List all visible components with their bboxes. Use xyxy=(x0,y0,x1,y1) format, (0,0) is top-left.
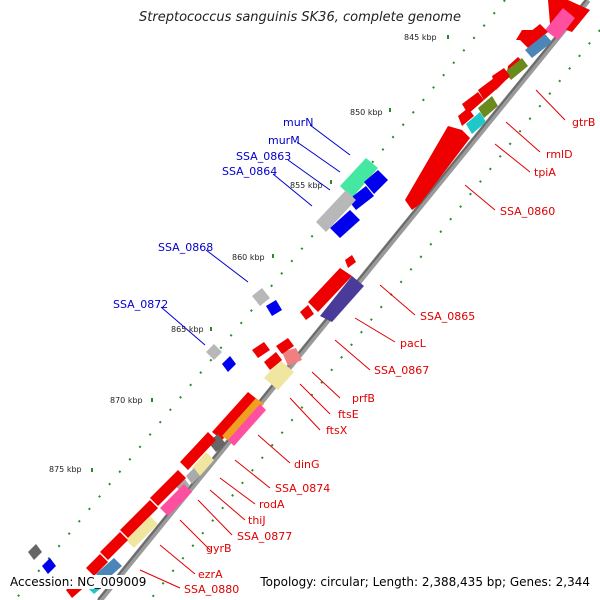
forward-label-leaders xyxy=(139,89,566,589)
gene-SSA_0860[interactable] xyxy=(405,126,470,210)
gene-forward[interactable] xyxy=(86,554,108,576)
forward-gene-labels: gtrB rmlD tpiA SSA_0860 SSA_0865 pacL SS… xyxy=(184,116,595,596)
gene-label-dinG[interactable]: dinG xyxy=(294,458,320,471)
gene-forward[interactable] xyxy=(264,352,282,370)
gene-label-rmlD[interactable]: rmlD xyxy=(546,148,573,161)
gene-orange[interactable] xyxy=(222,398,264,442)
kbp-tick-855: 855 kbp xyxy=(290,181,323,190)
gene-label-murN[interactable]: murN xyxy=(283,116,313,129)
gene-thiJ[interactable] xyxy=(186,468,200,484)
gene-reverse[interactable] xyxy=(222,356,236,372)
kbp-tick-845: 845 kbp xyxy=(404,33,437,42)
accession-text: Accession: NC_009009 xyxy=(8,575,149,589)
gene-label-ftsE[interactable]: ftsE xyxy=(338,408,359,421)
gene-label-SSA_0872[interactable]: SSA_0872 xyxy=(113,298,168,311)
gene-label-SSA_0865[interactable]: SSA_0865 xyxy=(420,310,475,323)
gene-ftsE[interactable] xyxy=(264,360,294,390)
gene-forward[interactable] xyxy=(252,342,270,358)
gene-label-murM[interactable]: murM xyxy=(268,134,300,147)
gene-label-SSA_0863[interactable]: SSA_0863 xyxy=(236,150,291,163)
gene-forward[interactable] xyxy=(300,305,314,320)
kbp-tick-875: 875 kbp xyxy=(49,465,82,474)
gene-cyan[interactable] xyxy=(466,112,486,134)
map-title: Streptococcus sanguinis SK36, complete g… xyxy=(139,10,461,25)
gene-olive[interactable] xyxy=(478,96,498,118)
gene-forward[interactable] xyxy=(478,78,500,100)
gene-label-ezrA[interactable]: ezrA xyxy=(198,568,223,581)
gene-tpiA-green[interactable] xyxy=(505,58,528,80)
gene-SSA_0863[interactable] xyxy=(316,190,356,232)
gene-label-gtrB[interactable]: gtrB xyxy=(572,116,595,129)
gene-murN[interactable] xyxy=(340,158,378,198)
gene-reverse[interactable] xyxy=(42,558,56,574)
gene-forward[interactable] xyxy=(180,432,216,470)
gene-label-ftsX[interactable]: ftsX xyxy=(326,424,348,437)
gene-label-rodA[interactable]: rodA xyxy=(259,498,285,511)
gene-rodA[interactable] xyxy=(192,452,214,476)
forward-strand-genes xyxy=(66,0,590,598)
gene-forward[interactable] xyxy=(100,532,128,560)
gene-label-SSA_0868[interactable]: SSA_0868 xyxy=(158,241,213,254)
reverse-strand-genes xyxy=(28,158,388,574)
gene-label-SSA_0877[interactable]: SSA_0877 xyxy=(237,530,292,543)
genome-summary-text: Topology: circular; Length: 2,388,435 bp… xyxy=(258,575,592,589)
gene-murM[interactable] xyxy=(364,170,388,194)
gene-label-thiJ[interactable]: thiJ xyxy=(248,514,266,527)
gene-label-prfB[interactable]: prfB xyxy=(352,392,375,405)
gene-label-gyrB[interactable]: gyrB xyxy=(206,542,232,555)
kbp-tick-870: 870 kbp xyxy=(110,396,143,405)
gene-reverse[interactable] xyxy=(348,186,374,210)
gene-SSA_0868[interactable] xyxy=(252,288,270,306)
gene-label-tpiA[interactable]: tpiA xyxy=(534,166,556,179)
gene-rmlD-rect[interactable] xyxy=(525,34,552,58)
gene-forward[interactable] xyxy=(520,24,548,48)
kbp-tick-860: 860 kbp xyxy=(232,253,265,262)
gene-forward[interactable] xyxy=(120,500,158,538)
gene-forward[interactable] xyxy=(345,255,356,268)
reverse-gene-labels: murN murM SSA_0863 SSA_0864 SSA_0868 SSA… xyxy=(113,116,313,311)
gene-SSA_0865[interactable] xyxy=(308,268,352,312)
gene-label-SSA_0860[interactable]: SSA_0860 xyxy=(500,205,555,218)
gene-ezrA[interactable] xyxy=(126,516,158,548)
gene-pink[interactable] xyxy=(228,404,266,446)
gene-pacL[interactable] xyxy=(320,276,364,322)
gene-label-SSA_0874[interactable]: SSA_0874 xyxy=(275,482,330,495)
kbp-tick-850: 850 kbp xyxy=(350,108,383,117)
gene-label-SSA_0867[interactable]: SSA_0867 xyxy=(374,364,429,377)
gene-label-pacL[interactable]: pacL xyxy=(400,337,427,350)
gene-label-SSA_0864[interactable]: SSA_0864 xyxy=(222,165,277,178)
gene-SSA_0864[interactable] xyxy=(330,210,360,238)
scale-dots-inner xyxy=(14,0,506,600)
gene-forward[interactable] xyxy=(150,470,186,506)
gene-SSA_0872[interactable] xyxy=(206,344,222,360)
gene-prfB[interactable] xyxy=(282,348,302,366)
gene-reverse[interactable] xyxy=(266,300,282,316)
gene-gray[interactable] xyxy=(28,544,42,560)
reverse-label-leaders xyxy=(160,124,351,346)
gene-forward[interactable] xyxy=(458,108,474,126)
gene-dinG[interactable] xyxy=(212,392,258,440)
gene-label-SSA_0880[interactable]: SSA_0880 xyxy=(184,583,239,596)
gene-gyrB[interactable] xyxy=(160,484,192,516)
gene-forward[interactable] xyxy=(276,338,294,354)
gene-gtrB-rect[interactable] xyxy=(545,8,575,40)
